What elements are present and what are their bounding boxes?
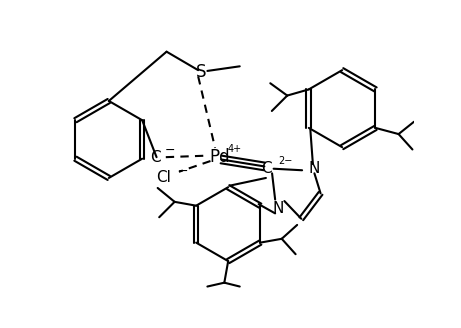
Text: −: − [165,144,176,157]
Text: Pd: Pd [209,148,230,166]
Text: S: S [196,64,207,81]
Text: C: C [261,161,272,176]
Text: Cl: Cl [156,171,171,185]
Text: 2−: 2− [278,156,293,166]
Text: 4+: 4+ [227,144,242,154]
Text: C: C [151,150,161,165]
Text: −: − [177,165,188,177]
Text: N: N [308,161,319,176]
Text: N: N [272,201,284,216]
